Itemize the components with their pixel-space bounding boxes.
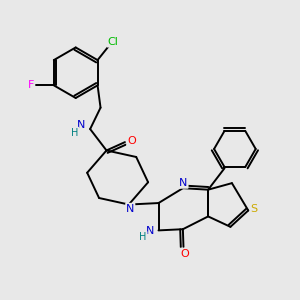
Text: F: F <box>27 80 34 90</box>
Text: Cl: Cl <box>108 37 118 47</box>
Text: S: S <box>250 204 258 214</box>
Text: H: H <box>140 232 147 242</box>
Text: N: N <box>126 204 134 214</box>
Text: H: H <box>71 128 78 138</box>
Text: N: N <box>146 226 154 236</box>
Text: O: O <box>127 136 136 146</box>
Text: N: N <box>179 178 188 188</box>
Text: O: O <box>181 249 189 259</box>
Text: N: N <box>77 121 86 130</box>
